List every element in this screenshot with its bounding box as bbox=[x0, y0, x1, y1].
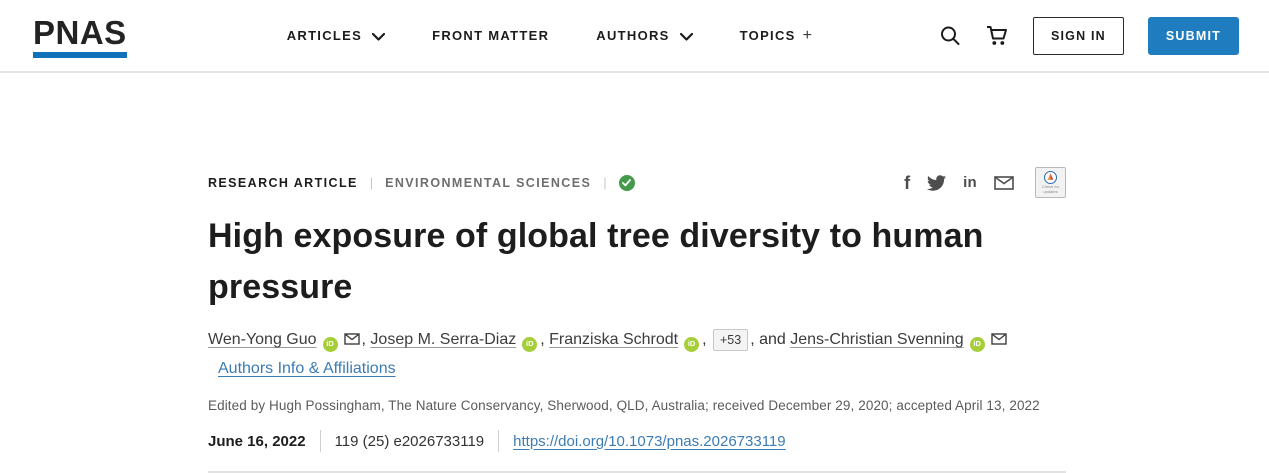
article-title: High exposure of global tree diversity t… bbox=[208, 217, 984, 306]
author-link[interactable]: Franziska Schrodt bbox=[549, 331, 679, 348]
divider bbox=[319, 430, 321, 452]
nav-item-authors-label: AUTHORS bbox=[596, 28, 670, 43]
authors-info-affiliations-link[interactable]: Authors Info & Affiliations bbox=[218, 360, 396, 377]
volume-issue-citation: 119 (25) e2026733119 bbox=[334, 432, 485, 450]
nav-item-front-matter[interactable]: FRONT MATTER bbox=[432, 28, 549, 43]
crossmark-label: Check for updates bbox=[1041, 184, 1060, 194]
top-navigation: PNAS ARTICLES FRONT MATTER AUTHORS TOPIC… bbox=[0, 0, 1269, 73]
orcid-icon[interactable]: iD bbox=[684, 336, 700, 352]
open-access-check-icon bbox=[618, 174, 635, 191]
chevron-down-icon bbox=[371, 29, 386, 44]
author-separator-text: , bbox=[540, 331, 550, 348]
search-icon[interactable] bbox=[939, 25, 961, 47]
nav-actions: SIGN IN SUBMIT bbox=[939, 16, 1239, 55]
author-link[interactable]: Jens-Christian Svenning bbox=[790, 331, 964, 348]
nav-item-front-matter-label: FRONT MATTER bbox=[432, 28, 550, 43]
orcid-icon[interactable]: iD bbox=[969, 336, 985, 352]
author-separator-text: , bbox=[702, 331, 711, 348]
edited-by-line: Edited by Hugh Possingham, The Nature Co… bbox=[208, 398, 1040, 413]
pnas-logo-text: PNAS bbox=[33, 13, 127, 51]
article-meta: RESEARCH ARTICLE | ENVIRONMENTAL SCIENCE… bbox=[208, 174, 635, 191]
linkedin-icon[interactable]: in bbox=[963, 174, 977, 191]
separator: | bbox=[603, 175, 607, 190]
submit-button[interactable]: SUBMIT bbox=[1147, 16, 1239, 55]
share-toolbar: f in Check for updates bbox=[904, 167, 1066, 198]
email-author-icon[interactable] bbox=[990, 327, 1007, 355]
article-type-label: RESEARCH ARTICLE bbox=[208, 175, 358, 190]
plus-icon: + bbox=[802, 26, 814, 44]
divider bbox=[498, 430, 500, 452]
publication-date: June 16, 2022 bbox=[208, 432, 306, 450]
orcid-icon[interactable]: iD bbox=[522, 336, 538, 352]
email-author-icon[interactable] bbox=[343, 327, 360, 355]
separator: | bbox=[369, 175, 374, 190]
publication-info-row: June 16, 2022 119 (25) e2026733119 https… bbox=[208, 430, 1066, 452]
cart-icon[interactable] bbox=[985, 25, 1009, 47]
nav-item-topics-label: TOPICS bbox=[739, 28, 796, 43]
orcid-icon[interactable]: iD bbox=[322, 336, 338, 352]
more-authors-badge[interactable]: +53 bbox=[712, 329, 749, 351]
article-header: RESEARCH ARTICLE | ENVIRONMENTAL SCIENCE… bbox=[208, 73, 1066, 473]
sign-in-button[interactable]: SIGN IN bbox=[1032, 16, 1124, 55]
author-link[interactable]: Josep M. Serra-Diaz bbox=[370, 331, 517, 348]
author-list: Wen-Yong Guo iD, Josep M. Serra-Diaz iD, F… bbox=[208, 326, 1053, 383]
pnas-logo-underline bbox=[33, 51, 127, 58]
doi-link[interactable]: https://doi.org/10.1073/pnas.2026733119 bbox=[513, 432, 786, 450]
crossmark-logo-icon bbox=[1044, 171, 1057, 185]
nav-item-articles-label: ARTICLES bbox=[286, 28, 363, 43]
nav-item-topics[interactable]: TOPICS + bbox=[740, 27, 814, 45]
nav-item-authors[interactable]: AUTHORS bbox=[596, 28, 693, 44]
eyebrow-row: RESEARCH ARTICLE | ENVIRONMENTAL SCIENCE… bbox=[208, 167, 1066, 198]
nav-item-articles[interactable]: ARTICLES bbox=[286, 28, 386, 44]
pnas-logo[interactable]: PNAS bbox=[33, 16, 127, 58]
email-share-icon[interactable] bbox=[994, 175, 1014, 190]
chevron-down-icon bbox=[679, 29, 693, 44]
main-menu: ARTICLES FRONT MATTER AUTHORS TOPICS + bbox=[287, 27, 814, 45]
facebook-icon[interactable]: f bbox=[904, 172, 911, 193]
author-separator-text: , and bbox=[750, 331, 791, 348]
crossmark-check-for-updates-badge[interactable]: Check for updates bbox=[1035, 167, 1066, 198]
author-separator-text: , bbox=[361, 331, 371, 348]
subject-link[interactable]: ENVIRONMENTAL SCIENCES bbox=[385, 175, 592, 190]
author-link[interactable]: Wen-Yong Guo bbox=[208, 331, 317, 348]
twitter-icon[interactable] bbox=[927, 174, 947, 191]
